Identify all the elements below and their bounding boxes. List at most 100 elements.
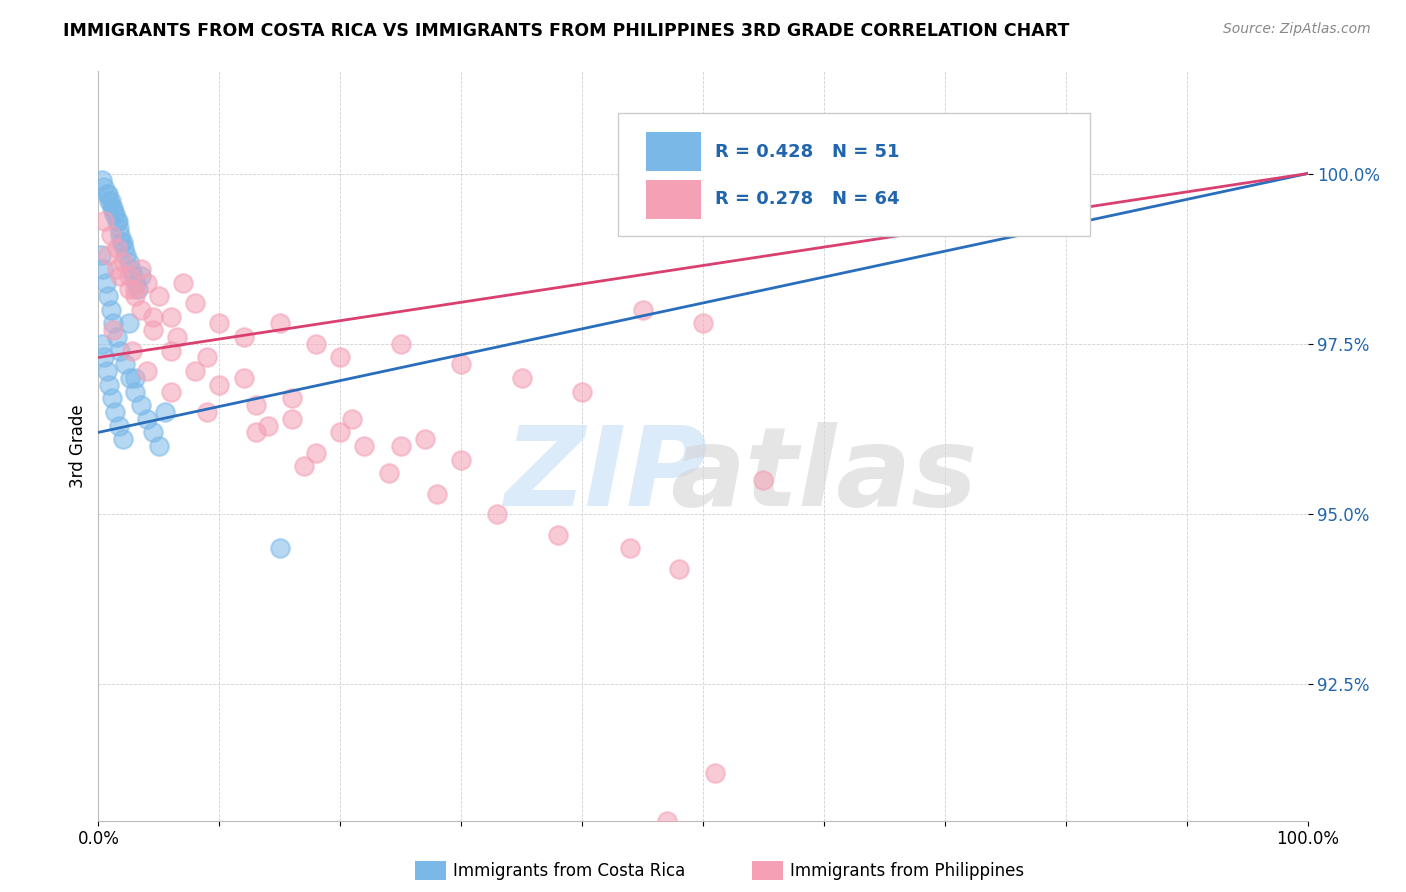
Point	[100, 302, 122, 317]
Point	[329, 351, 352, 365]
Point	[100, 201, 122, 215]
Y-axis label: 3rd Grade: 3rd Grade	[69, 404, 87, 488]
Point	[129, 268, 152, 283]
Point	[129, 398, 152, 412]
Point	[269, 317, 291, 331]
Point	[142, 310, 165, 324]
Point	[93, 180, 115, 194]
Point	[108, 268, 131, 283]
Point	[135, 411, 157, 425]
Point	[103, 207, 125, 221]
Point	[108, 227, 131, 242]
Point	[281, 411, 304, 425]
Point	[752, 473, 775, 487]
Point	[101, 323, 124, 337]
Point	[105, 242, 128, 256]
Point	[96, 364, 118, 378]
Text: R = 0.428   N = 51: R = 0.428 N = 51	[716, 143, 900, 161]
Point	[195, 351, 218, 365]
Point	[108, 418, 131, 433]
Point	[148, 289, 170, 303]
Point	[107, 214, 129, 228]
Point	[281, 392, 304, 406]
Point	[108, 343, 131, 358]
Point	[245, 425, 267, 440]
Point	[91, 336, 114, 351]
Point	[305, 446, 328, 460]
Point	[118, 371, 141, 385]
Point	[342, 411, 364, 425]
Point	[135, 276, 157, 290]
Point	[111, 235, 134, 249]
Point	[256, 418, 278, 433]
Text: ZIP: ZIP	[505, 423, 709, 530]
Point	[97, 289, 120, 303]
Point	[160, 384, 183, 399]
Point	[104, 207, 127, 221]
Point	[111, 255, 134, 269]
Point	[100, 194, 122, 208]
Point	[619, 541, 641, 556]
Point	[160, 310, 183, 324]
Point	[115, 248, 138, 262]
Point	[112, 242, 135, 256]
Point	[94, 276, 117, 290]
Text: Immigrants from Philippines: Immigrants from Philippines	[790, 862, 1025, 880]
Point	[98, 194, 121, 208]
Point	[101, 201, 124, 215]
Bar	[647, 180, 700, 219]
Point	[704, 766, 727, 780]
Point	[655, 814, 678, 828]
Point	[547, 527, 569, 541]
Point	[166, 330, 188, 344]
Point	[208, 377, 231, 392]
Point	[114, 357, 136, 371]
Point	[91, 261, 114, 276]
Point	[93, 351, 115, 365]
Point	[118, 255, 141, 269]
Point	[195, 405, 218, 419]
Point	[413, 432, 436, 446]
FancyBboxPatch shape	[619, 112, 1090, 236]
Point	[389, 336, 412, 351]
Text: Source: ZipAtlas.com: Source: ZipAtlas.com	[1223, 22, 1371, 37]
Point	[232, 330, 254, 344]
Point	[292, 459, 315, 474]
Point	[111, 432, 134, 446]
Point	[329, 425, 352, 440]
Point	[118, 317, 141, 331]
Point	[104, 405, 127, 419]
Point	[105, 330, 128, 344]
Point	[153, 405, 176, 419]
Point	[631, 302, 654, 317]
Point	[668, 561, 690, 575]
Point	[377, 467, 399, 481]
Point	[129, 261, 152, 276]
Point	[101, 317, 124, 331]
Point	[232, 371, 254, 385]
Point	[127, 282, 149, 296]
Point	[148, 439, 170, 453]
Point	[97, 186, 120, 201]
Point	[125, 276, 148, 290]
Point	[90, 248, 112, 262]
Point	[160, 343, 183, 358]
Point	[142, 425, 165, 440]
Text: atlas: atlas	[671, 423, 977, 530]
Point	[692, 317, 714, 331]
Point	[184, 296, 207, 310]
Point	[121, 343, 143, 358]
Point	[98, 377, 121, 392]
Point	[389, 439, 412, 453]
Point	[135, 364, 157, 378]
Point	[96, 186, 118, 201]
Point	[426, 486, 449, 500]
Point	[120, 261, 142, 276]
Point	[118, 268, 141, 283]
Point	[97, 248, 120, 262]
Point	[129, 302, 152, 317]
Point	[105, 261, 128, 276]
Point	[124, 371, 146, 385]
Point	[571, 384, 593, 399]
Point	[124, 289, 146, 303]
